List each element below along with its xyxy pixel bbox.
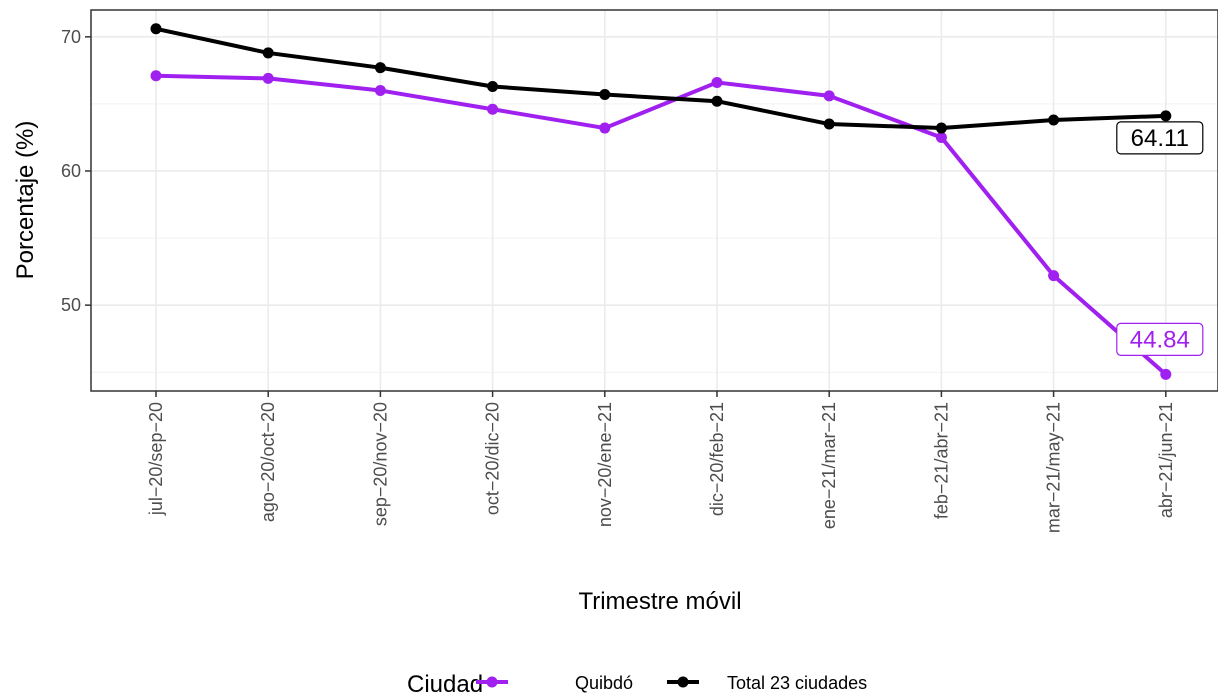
- x-tick-label: mar−21/may−21: [1044, 402, 1064, 533]
- x-tick-label: sep−20/nov−20: [370, 402, 390, 526]
- plot-panel-border: [90, 9, 1218, 392]
- series-line-quibd-: [155, 73, 1168, 376]
- end-value-callouts: 44.84 64.11: [1116, 121, 1204, 356]
- x-tick-label: nov−20/ene−21: [595, 402, 615, 527]
- legend-title: Ciudad: [407, 671, 483, 694]
- series-lines: [150, 23, 1172, 380]
- data-point-quibd-: [711, 76, 723, 88]
- x-tick-label: abr−21/jun−21: [1156, 402, 1176, 518]
- data-point-total-23-ciudades: [150, 23, 162, 35]
- axes: 50 60 70 jul−20/sep−20 ago−20/oct−20 sep−20/n…: [61, 27, 1176, 533]
- x-tick-label: oct−20/dic−20: [483, 402, 503, 515]
- end-label-box: [1116, 121, 1204, 155]
- end-label-value: 44.84: [1130, 326, 1190, 353]
- data-point-quibd-: [599, 122, 611, 134]
- data-point-quibd-: [1048, 270, 1060, 282]
- y-axis-title: Porcentaje (%): [12, 121, 39, 280]
- legend: Ciudad Quibdó Total 23 ciudades: [407, 671, 867, 694]
- data-point-total-23-ciudades: [935, 122, 947, 134]
- data-point-quibd-: [150, 70, 162, 82]
- data-point-quibd-: [823, 90, 835, 102]
- y-tick-label: 70: [61, 27, 81, 47]
- data-point-total-23-ciudades: [599, 89, 611, 101]
- end-label-value: 64.11: [1131, 125, 1189, 152]
- end-label-box: [1116, 322, 1204, 356]
- data-point-quibd-: [935, 131, 947, 143]
- grid: [91, 10, 1218, 391]
- x-tick-label: jul−20/sep−20: [146, 402, 166, 516]
- x-tick-label: ene−21/mar−21: [819, 402, 839, 529]
- data-point-total-23-ciudades: [711, 95, 723, 107]
- data-point-quibd-: [262, 72, 274, 84]
- data-point-total-23-ciudades: [1160, 110, 1172, 122]
- x-tick-label: ago−20/oct−20: [258, 402, 278, 522]
- data-point-quibd-: [374, 84, 386, 96]
- x-axis-title: Trimestre móvil: [578, 588, 741, 615]
- data-point-quibd-: [1160, 368, 1172, 380]
- legend-key-point: [486, 676, 498, 688]
- y-tick-label: 60: [61, 161, 81, 181]
- y-tick-label: 50: [61, 295, 81, 315]
- data-point-quibd-: [487, 103, 499, 115]
- legend-key-point: [677, 676, 689, 688]
- legend-label: Quibdó: [575, 673, 633, 693]
- data-point-total-23-ciudades: [823, 118, 835, 130]
- x-tick-label: feb−21/abr−21: [931, 402, 951, 519]
- data-point-total-23-ciudades: [1048, 114, 1060, 126]
- legend-label: Total 23 ciudades: [727, 673, 867, 693]
- data-point-total-23-ciudades: [262, 47, 274, 59]
- data-point-total-23-ciudades: [374, 62, 386, 74]
- x-tick-label: dic−20/feb−21: [707, 402, 727, 516]
- series-line-total-23-ciudades: [155, 26, 1166, 131]
- data-point-total-23-ciudades: [487, 80, 499, 92]
